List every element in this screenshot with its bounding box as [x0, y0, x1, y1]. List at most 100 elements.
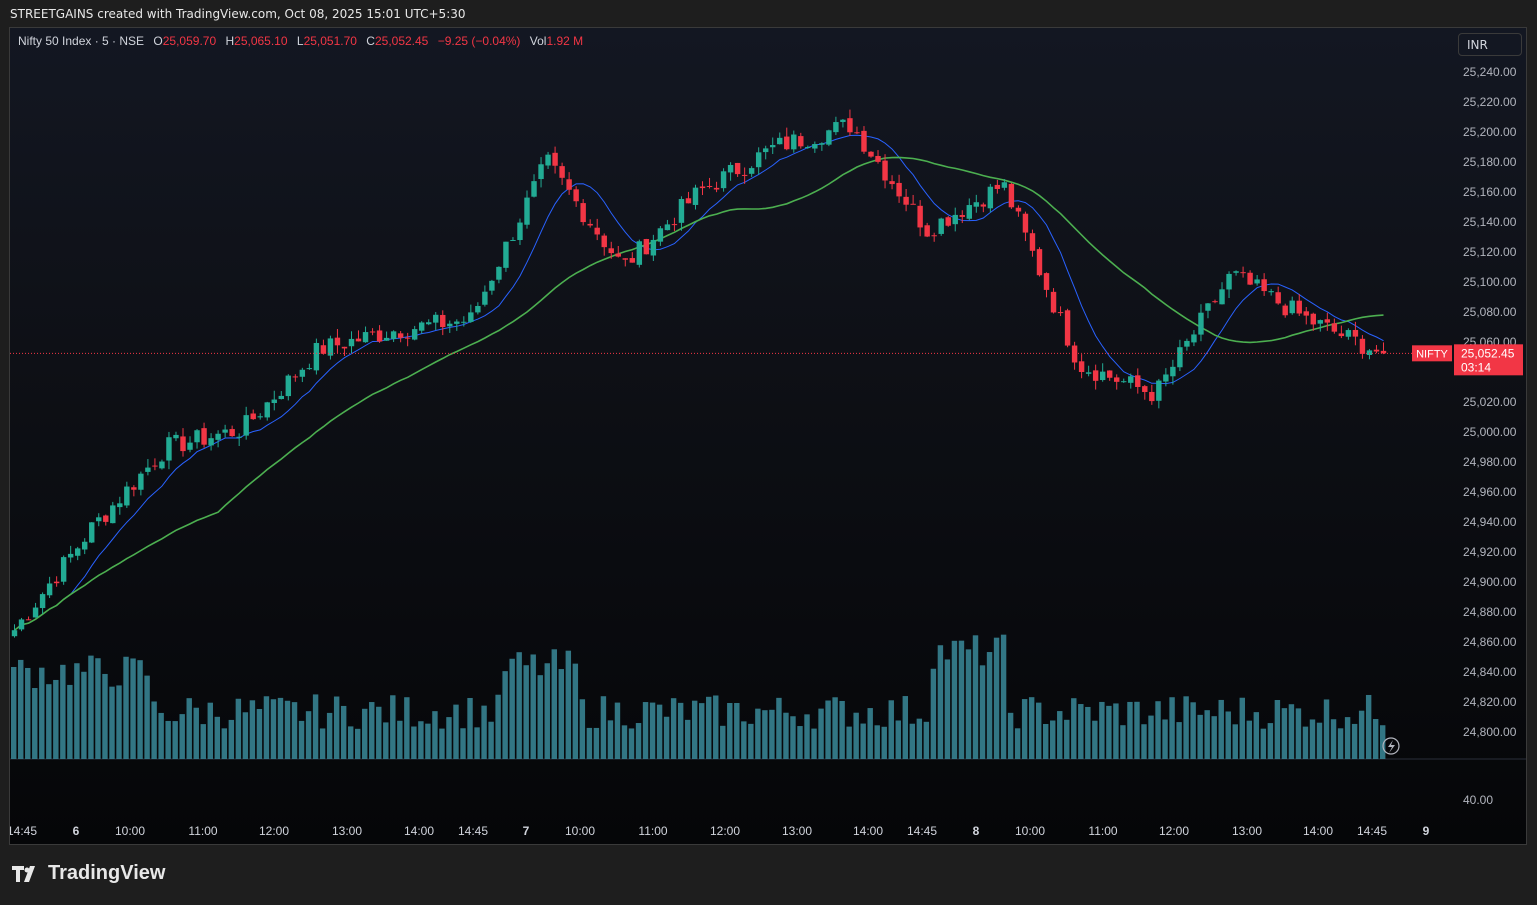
candle-body [1198, 312, 1204, 335]
volume-bar [376, 706, 382, 759]
candle-body [917, 205, 923, 228]
candle-body [727, 164, 734, 173]
candle-body [587, 223, 593, 226]
chart-pane[interactable]: 25,240.00 25,220.00 25,200.00 25,180.00 25,1… [9, 27, 1527, 845]
volume-bar [860, 723, 866, 759]
volume-bar [1162, 719, 1168, 759]
candle-body [924, 225, 930, 237]
volume-bar [958, 640, 965, 759]
volume-bar [1204, 710, 1210, 759]
candle-body [67, 553, 74, 558]
y-tick-label: 25,160.00 [1463, 185, 1517, 199]
candle-body [1219, 289, 1225, 305]
volume-bar [305, 711, 312, 759]
x-tick-label: 14:45 [10, 824, 37, 838]
y-tick-label: 25,240.00 [1463, 65, 1517, 79]
volume-bar [846, 726, 852, 759]
candle-body [692, 187, 699, 205]
candle-body [1275, 292, 1281, 304]
candle-body [875, 155, 881, 162]
open-label: O [153, 34, 163, 48]
candle-body [559, 166, 565, 178]
volume-bar [439, 728, 445, 759]
candle-body [573, 189, 579, 202]
volume-bar [769, 709, 775, 759]
candle-body [285, 375, 292, 397]
candle-body [1036, 249, 1043, 276]
volume-bar [270, 699, 277, 759]
symbol-label[interactable]: Nifty 50 Index · 5 · NSE [18, 34, 145, 48]
volume-bar [495, 694, 501, 759]
low-label: L [296, 34, 304, 48]
volume-bar [867, 708, 873, 759]
candle-body [201, 428, 207, 445]
volume-bar [888, 700, 894, 759]
x-tick-label: 10:00 [115, 824, 145, 838]
candle-body [713, 187, 720, 190]
volume-bar [432, 711, 438, 759]
volume-bar [81, 671, 87, 759]
y-tick-label: 25,100.00 [1463, 275, 1517, 289]
candle-body [215, 433, 221, 440]
volume-bar [1260, 728, 1267, 759]
volume-bar [277, 697, 284, 759]
candle-body [25, 619, 32, 621]
candle-body [1163, 374, 1169, 382]
candle-body [741, 174, 748, 176]
candle-body [847, 118, 853, 133]
candle-body [1121, 381, 1127, 383]
price-chart[interactable]: 25,240.00 25,220.00 25,200.00 25,180.00 25,1… [10, 28, 1527, 845]
candle-body [229, 429, 235, 437]
candle-body [552, 152, 558, 166]
y-tick-label: 25,020.00 [1463, 395, 1517, 409]
volume-bar [1197, 714, 1203, 759]
volume-bar [607, 720, 614, 759]
volume-bar [663, 716, 670, 759]
candle-body [397, 333, 404, 338]
lightning-icon-glyph [1388, 740, 1395, 753]
volume-bar [179, 714, 185, 759]
tradingview-logo[interactable]: TradingView [12, 862, 165, 888]
candle-body [622, 258, 628, 260]
candle-body [868, 151, 874, 157]
volume-bar [600, 696, 607, 759]
volume-bar [1358, 710, 1365, 759]
volume-bar [1120, 725, 1126, 759]
candle-body [208, 438, 214, 446]
volume-bar [1169, 697, 1175, 759]
volume-bar [172, 721, 178, 759]
volume-bar [656, 704, 663, 759]
volume-bar [923, 721, 930, 759]
volume-bar [249, 700, 256, 759]
price-tag-bg [1454, 344, 1523, 376]
tradingview-logo-icon [12, 865, 35, 882]
candle-body [468, 312, 474, 322]
candle-body [496, 266, 502, 280]
volume-bar [284, 700, 291, 759]
candle-body [173, 434, 179, 439]
volume-bar [1155, 701, 1161, 759]
volume-bar [1190, 702, 1196, 759]
candle-body [1177, 347, 1183, 368]
volume-bar [418, 721, 424, 759]
volume-bar [748, 723, 754, 759]
volume-bar [60, 664, 66, 759]
volume-value: 1.92 M [546, 34, 584, 48]
volume-bar [944, 659, 951, 759]
candle-body [791, 134, 797, 150]
volume-bar [902, 696, 909, 759]
symbol-tag: NIFTY [1416, 348, 1448, 360]
volume-label: Vol [529, 34, 547, 48]
y-tick-label: 24,900.00 [1463, 575, 1517, 589]
currency-button[interactable]: INR [1458, 33, 1522, 56]
candle-body [250, 413, 256, 420]
volume-bar [558, 669, 565, 759]
candle-body [145, 467, 151, 472]
x-tick-label: 13:00 [782, 824, 812, 838]
candle-body [1247, 272, 1253, 285]
volume-bar [818, 708, 824, 759]
candle-body [39, 594, 46, 609]
volume-bar [369, 702, 375, 759]
candle-body [74, 548, 81, 556]
volume-bar [1092, 720, 1098, 759]
